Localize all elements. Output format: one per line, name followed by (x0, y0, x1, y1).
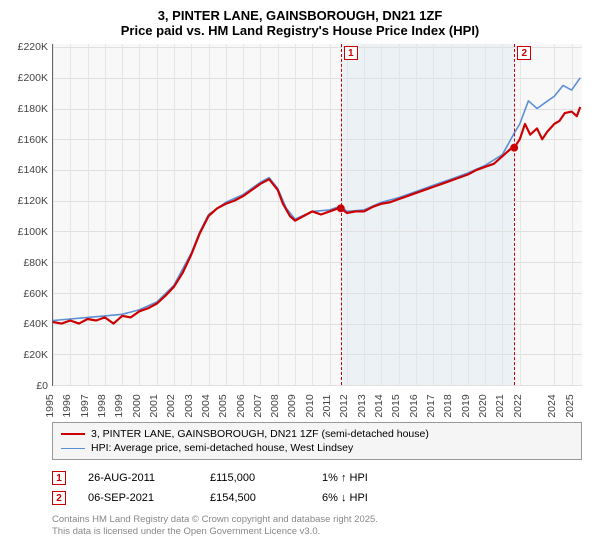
x-tick-label: 2002 (165, 394, 181, 417)
sale-row: 2 06-SEP-2021 £154,500 6% ↓ HPI (52, 488, 582, 508)
sale-marker-badge: 2 (517, 46, 531, 60)
legend-label: 3, PINTER LANE, GAINSBOROUGH, DN21 1ZF (… (91, 428, 429, 440)
y-axis-labels: £0£20K£40K£60K£80K£100K£120K£140K£160K£1… (10, 44, 50, 386)
sale-row-badge: 2 (52, 491, 66, 505)
legend-swatch (61, 433, 85, 435)
x-tick-label: 2021 (494, 394, 510, 417)
chart-area: 12 1995199619971998199920002001200220032… (52, 44, 582, 414)
x-tick-label: 1997 (79, 394, 95, 417)
y-tick-label: £180K (18, 103, 48, 115)
y-tick-label: £100K (18, 226, 48, 238)
y-tick-label: £220K (18, 41, 48, 53)
x-tick-label: 2017 (425, 394, 441, 417)
legend-item: HPI: Average price, semi-detached house,… (61, 441, 573, 455)
sale-row: 1 26-AUG-2011 £115,000 1% ↑ HPI (52, 468, 582, 488)
footer-line1: Contains HM Land Registry data © Crown c… (52, 514, 590, 526)
x-tick-label: 2019 (460, 394, 476, 417)
x-tick-label: 2025 (564, 394, 580, 417)
y-tick-label: £60K (23, 288, 48, 300)
x-tick-label: 2009 (286, 394, 302, 417)
x-tick-label: 2010 (304, 394, 320, 417)
x-tick-label: 1998 (96, 394, 112, 417)
x-tick-label: 2000 (131, 394, 147, 417)
x-tick-label: 2024 (546, 394, 562, 417)
series-price_paid (53, 107, 580, 324)
y-tick-label: £200K (18, 72, 48, 84)
x-tick-label: 2005 (217, 394, 233, 417)
series-hpi (53, 78, 580, 321)
x-tick-label: 2008 (269, 394, 285, 417)
x-axis-labels: 1995199619971998199920002001200220032004… (52, 386, 582, 414)
sale-marker-line (514, 44, 515, 385)
x-tick-label: 1995 (44, 394, 60, 417)
sale-records: 1 26-AUG-2011 £115,000 1% ↑ HPI 2 06-SEP-2021… (52, 468, 582, 508)
sale-marker-badge: 1 (344, 46, 358, 60)
x-tick-label: 2003 (183, 394, 199, 417)
x-tick-label: 2012 (338, 394, 354, 417)
chart-container: 3, PINTER LANE, GAINSBOROUGH, DN21 1ZF P… (0, 0, 600, 545)
legend-label: HPI: Average price, semi-detached house,… (91, 442, 353, 454)
legend-item: 3, PINTER LANE, GAINSBOROUGH, DN21 1ZF (… (61, 427, 573, 441)
x-tick-label: 2014 (373, 394, 389, 417)
title-block: 3, PINTER LANE, GAINSBOROUGH, DN21 1ZF P… (10, 8, 590, 38)
sale-marker-line (341, 44, 342, 385)
y-tick-label: £80K (23, 257, 48, 269)
x-tick-label: 2022 (512, 394, 528, 417)
y-tick-label: £0 (36, 380, 48, 392)
y-tick-label: £160K (18, 134, 48, 146)
title-address: 3, PINTER LANE, GAINSBOROUGH, DN21 1ZF (10, 8, 590, 23)
x-tick-label: 2011 (321, 395, 337, 418)
x-tick-label: 2004 (200, 394, 216, 417)
title-subtitle: Price paid vs. HM Land Registry's House … (10, 23, 590, 38)
sale-price: £154,500 (210, 492, 300, 504)
x-tick-label: 1996 (61, 394, 77, 417)
y-tick-label: £120K (18, 195, 48, 207)
y-tick-label: £40K (23, 318, 48, 330)
footer-line2: This data is licensed under the Open Gov… (52, 526, 590, 538)
x-tick-label: 2007 (252, 394, 268, 417)
x-tick-label: 2006 (235, 394, 251, 417)
sale-date: 26-AUG-2011 (88, 472, 188, 484)
sale-delta: 1% ↑ HPI (322, 472, 582, 484)
footer-attribution: Contains HM Land Registry data © Crown c… (52, 514, 590, 539)
legend-swatch (61, 448, 85, 449)
y-tick-label: £20K (23, 349, 48, 361)
sale-date: 06-SEP-2021 (88, 492, 188, 504)
x-tick-label: 2018 (442, 394, 458, 417)
x-tick-label: 1999 (113, 394, 129, 417)
sale-delta: 6% ↓ HPI (322, 492, 582, 504)
x-tick-label: 2015 (390, 394, 406, 417)
line-series-svg (53, 44, 582, 385)
sale-row-badge: 1 (52, 471, 66, 485)
x-tick-label: 2001 (148, 394, 164, 417)
y-tick-label: £140K (18, 164, 48, 176)
plot-area: 12 (52, 44, 582, 386)
x-tick-label: 2020 (477, 394, 493, 417)
x-tick-label: 2013 (356, 394, 372, 417)
sale-price: £115,000 (210, 472, 300, 484)
legend: 3, PINTER LANE, GAINSBOROUGH, DN21 1ZF (… (52, 422, 582, 460)
x-tick-label: 2016 (408, 394, 424, 417)
